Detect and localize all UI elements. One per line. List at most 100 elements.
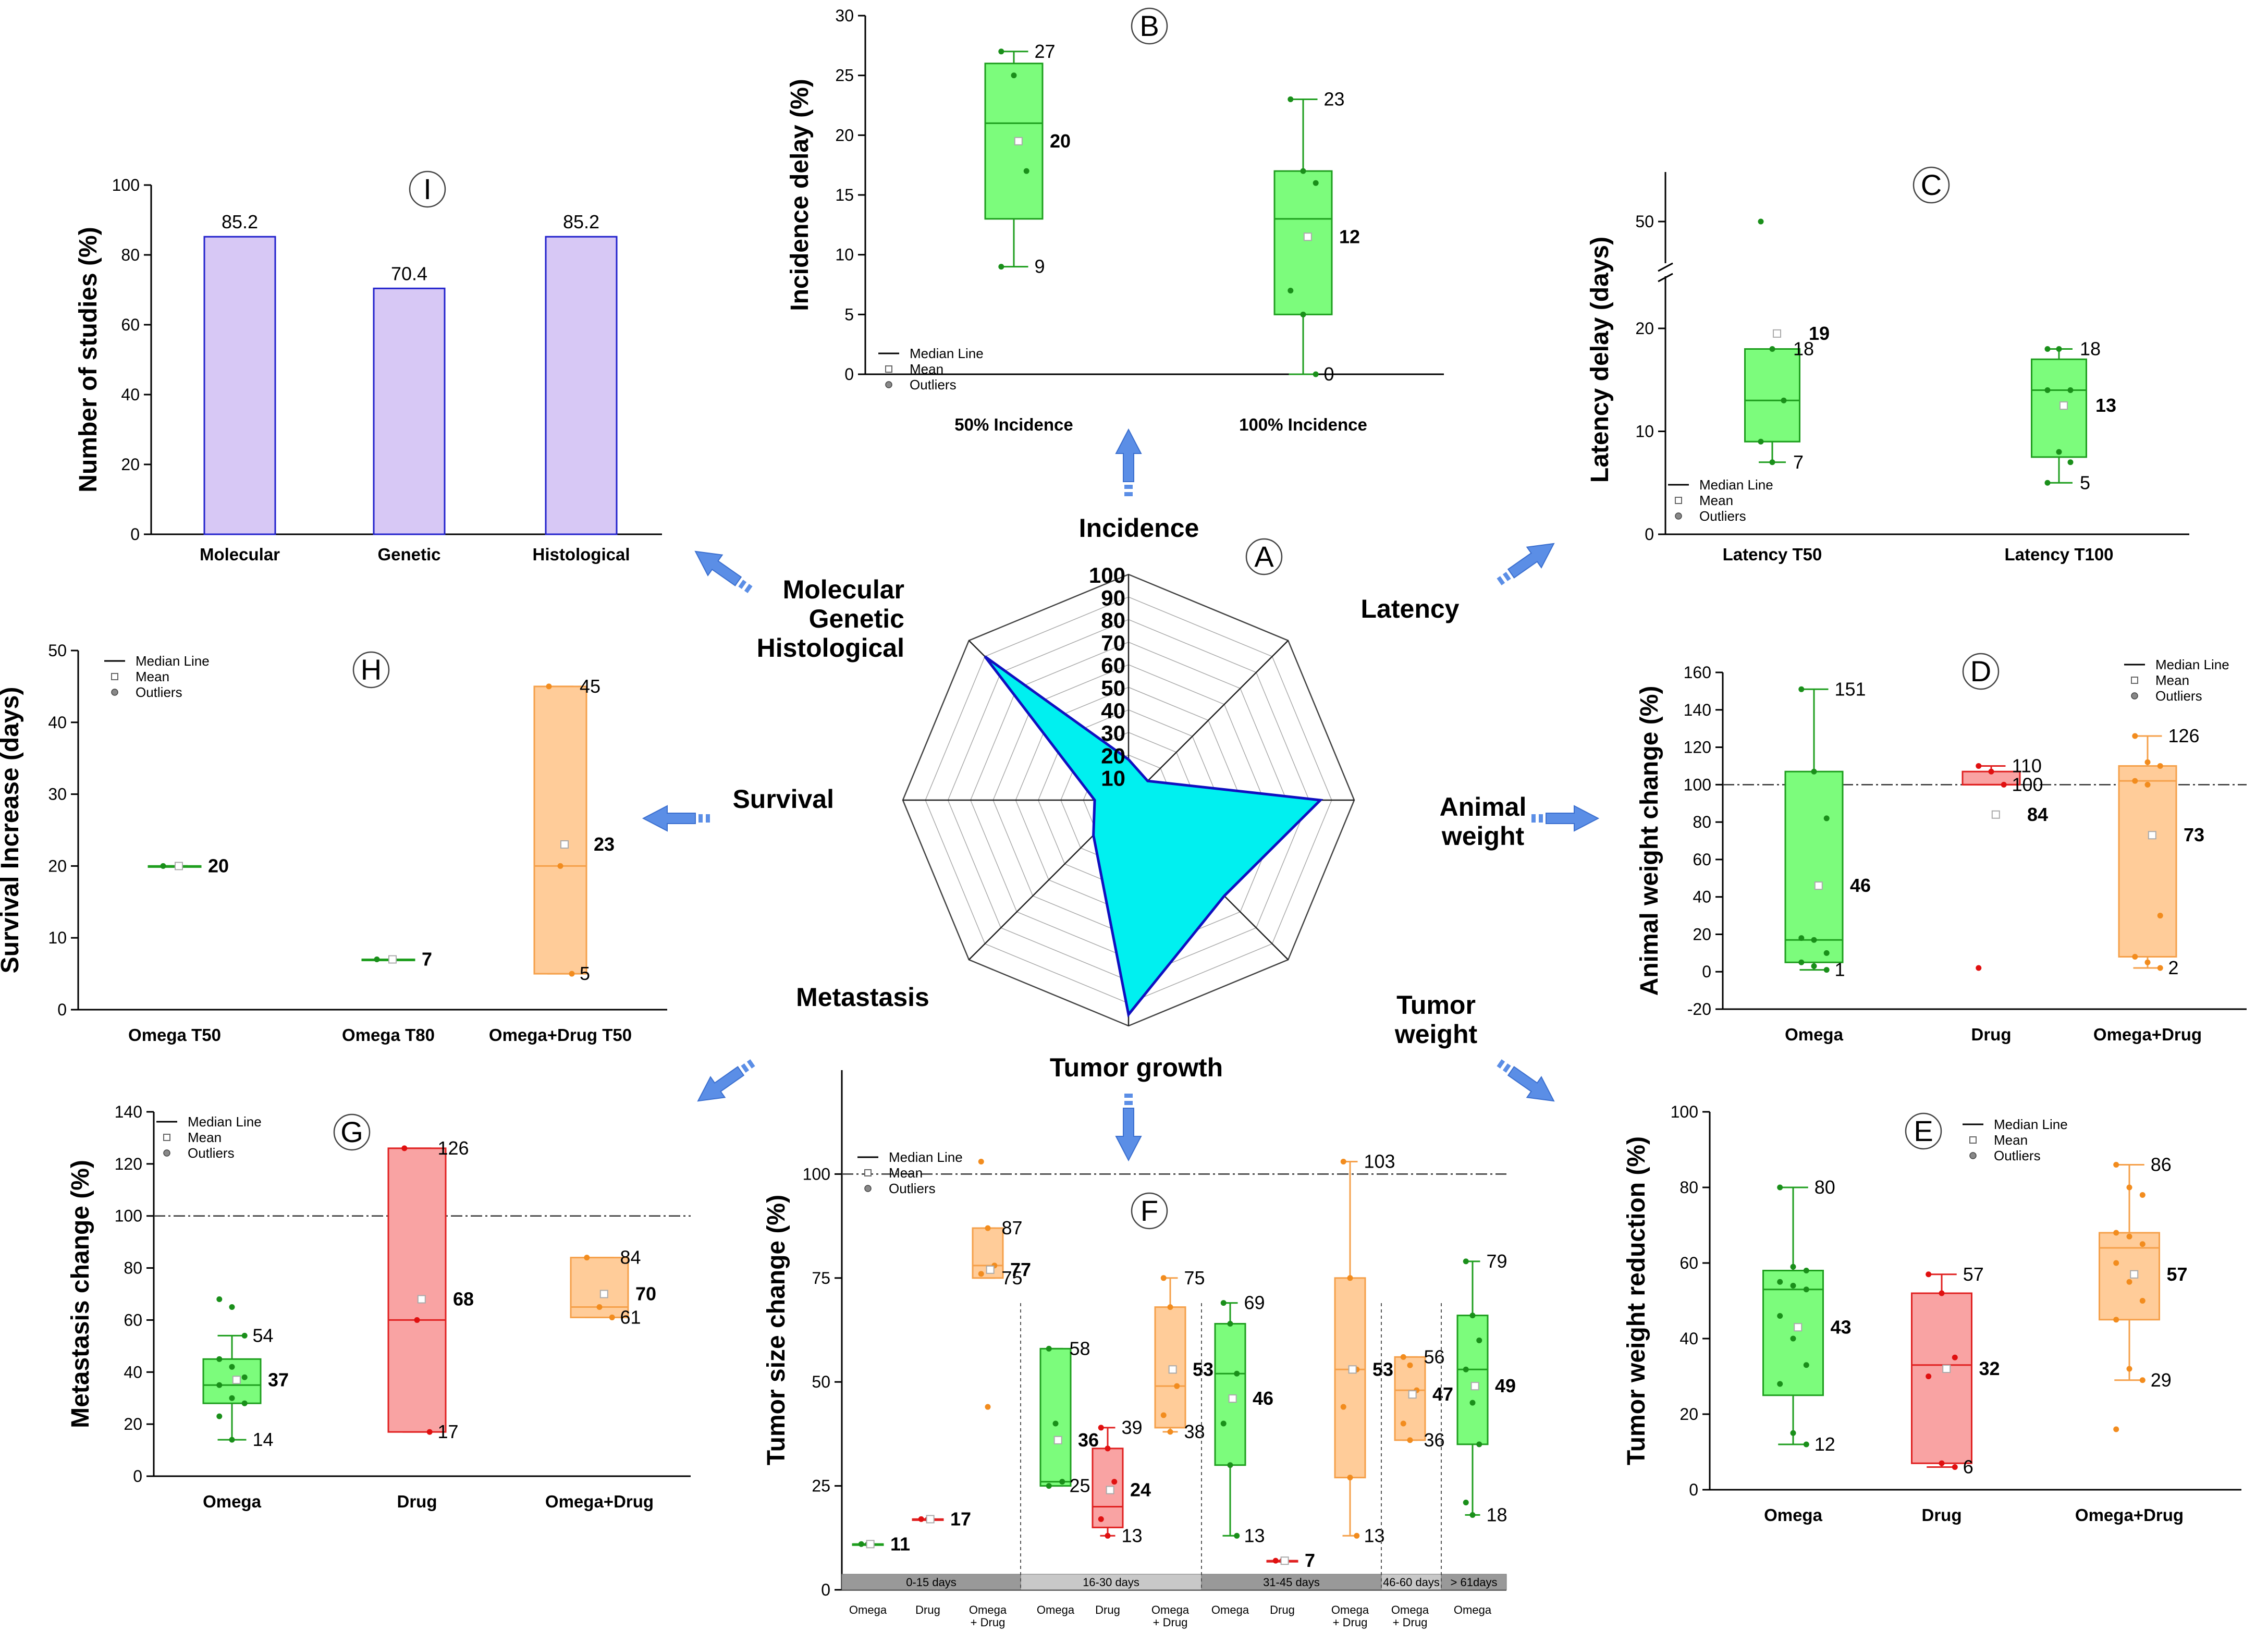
- data-point: [1407, 1437, 1413, 1443]
- legend-median-label: Median Line: [188, 1114, 262, 1130]
- data-point: [1046, 1345, 1052, 1352]
- mean-marker: [2130, 1270, 2139, 1279]
- value-label: 84: [620, 1247, 641, 1268]
- bar-value-label: 85.2: [222, 211, 258, 232]
- y-tick-label: 60: [1679, 1254, 1698, 1272]
- arrow-dash: [1124, 485, 1133, 489]
- arrow-dash: [1497, 1059, 1505, 1069]
- box-10: 79 18 49: [1456, 1250, 1516, 1525]
- mean-marker: [1348, 1365, 1357, 1374]
- legend-outliers-label: Outliers: [188, 1145, 235, 1161]
- data-point: [2126, 1366, 2132, 1372]
- y-tick-label: 5: [844, 305, 854, 324]
- legend-mean-swatch: [864, 1169, 872, 1176]
- y-axis-title: Latency delay (days): [1586, 237, 1614, 483]
- data-point: [1939, 1290, 1945, 1296]
- mean-label: 32: [1979, 1358, 2000, 1379]
- radar-tick-label: 50: [1101, 676, 1125, 701]
- category-label: Drug: [1971, 1025, 2012, 1044]
- data-point: [858, 1541, 864, 1547]
- data-point: [229, 1437, 235, 1443]
- arrow-dash: [1539, 814, 1543, 823]
- category-label: Omega: [1211, 1603, 1249, 1616]
- value-label: 69: [1244, 1292, 1265, 1314]
- mean-marker: [1794, 1323, 1803, 1332]
- data-point: [557, 863, 563, 869]
- data-point: [2139, 1377, 2146, 1383]
- y-tick-label: 75: [812, 1269, 830, 1287]
- arrow-head: [1507, 543, 1555, 579]
- mean-label: 24: [1130, 1479, 1151, 1501]
- panel-I-label: I: [423, 173, 432, 205]
- box-1: 17: [912, 1508, 971, 1529]
- y-tick-label: 100: [1684, 775, 1711, 794]
- value-label: 54: [253, 1325, 274, 1346]
- data-point: [1234, 1532, 1240, 1539]
- y-tick-label: 160: [1684, 663, 1711, 682]
- data-point: [1234, 1370, 1240, 1377]
- mean-marker: [866, 1540, 875, 1549]
- category-label: Histological: [532, 545, 630, 564]
- data-point: [1160, 1412, 1167, 1418]
- data-point: [216, 1413, 223, 1419]
- data-point: [1354, 1532, 1360, 1539]
- panel-A-label: A: [1254, 540, 1274, 573]
- arrow-head: [697, 1066, 745, 1102]
- data-point: [1463, 1366, 1469, 1372]
- value-label: 29: [2151, 1369, 2172, 1391]
- data-point: [1939, 1460, 1945, 1466]
- legend-mean-label: Mean: [910, 361, 943, 377]
- mean-marker: [1991, 810, 2000, 819]
- data-point: [1811, 937, 1817, 943]
- box-6: 69 13 46: [1214, 1292, 1273, 1546]
- mean-label: 37: [268, 1369, 289, 1390]
- y-axis-title: Tumor weight reduction (%): [1623, 1136, 1650, 1465]
- y-tick-label: 40: [124, 1363, 142, 1381]
- mean-marker: [599, 1290, 608, 1298]
- mean-label: 20: [208, 855, 229, 876]
- data-point: [1046, 1483, 1052, 1489]
- arrow-head: [642, 805, 696, 832]
- data-point: [1227, 1321, 1233, 1327]
- panel-G-label-circle: [333, 1113, 371, 1151]
- arrow-dash: [738, 580, 747, 589]
- y-tick-label: 60: [1693, 850, 1711, 869]
- panel-B-label-circle: [1131, 7, 1168, 45]
- mean-label: 17: [950, 1508, 971, 1529]
- value-label: 25: [1070, 1475, 1090, 1497]
- mean-marker: [1228, 1394, 1237, 1403]
- legend-median-label: Median Line: [1699, 477, 1773, 493]
- data-point: [1023, 168, 1029, 174]
- data-point: [569, 971, 575, 977]
- data-point: [1803, 1362, 1809, 1368]
- mean-label: 13: [2095, 395, 2116, 416]
- mean-marker: [1942, 1365, 1951, 1373]
- data-point: [1469, 1313, 1476, 1319]
- y-tick-label: 40: [1693, 888, 1711, 906]
- arrow-dash: [1502, 572, 1511, 581]
- box-body: [2118, 765, 2177, 958]
- y-tick-label: 15: [835, 186, 854, 204]
- radar-data-polygon: [984, 655, 1323, 1018]
- data-point: [1777, 1184, 1783, 1191]
- value-label: 27: [1035, 41, 1056, 62]
- mean-label: 68: [453, 1288, 474, 1309]
- data-point: [1976, 763, 1982, 769]
- arrow-to-B: [1115, 428, 1142, 496]
- data-point: [609, 1314, 615, 1320]
- legend-mean-swatch: [885, 365, 892, 373]
- panel-H: 0 10 20 30 40 50 Survival Increase (days) 20 7 45…: [0, 641, 667, 1045]
- data-point: [1313, 180, 1319, 186]
- category-label: Omega + Drug: [1331, 1603, 1369, 1629]
- data-point: [1407, 1362, 1413, 1368]
- panel-I: 0 20 40 60 80 100 Number of studies (%) 85.2 Mol…: [75, 170, 662, 564]
- data-point: [998, 48, 1004, 55]
- data-point: [1476, 1441, 1482, 1448]
- data-point: [1340, 1404, 1346, 1410]
- value-label: 5: [2080, 472, 2090, 493]
- value-label: 6: [1963, 1456, 1973, 1478]
- legend-mean-label: Mean: [1994, 1132, 2028, 1148]
- data-point: [1781, 397, 1787, 403]
- mean-marker: [175, 862, 183, 870]
